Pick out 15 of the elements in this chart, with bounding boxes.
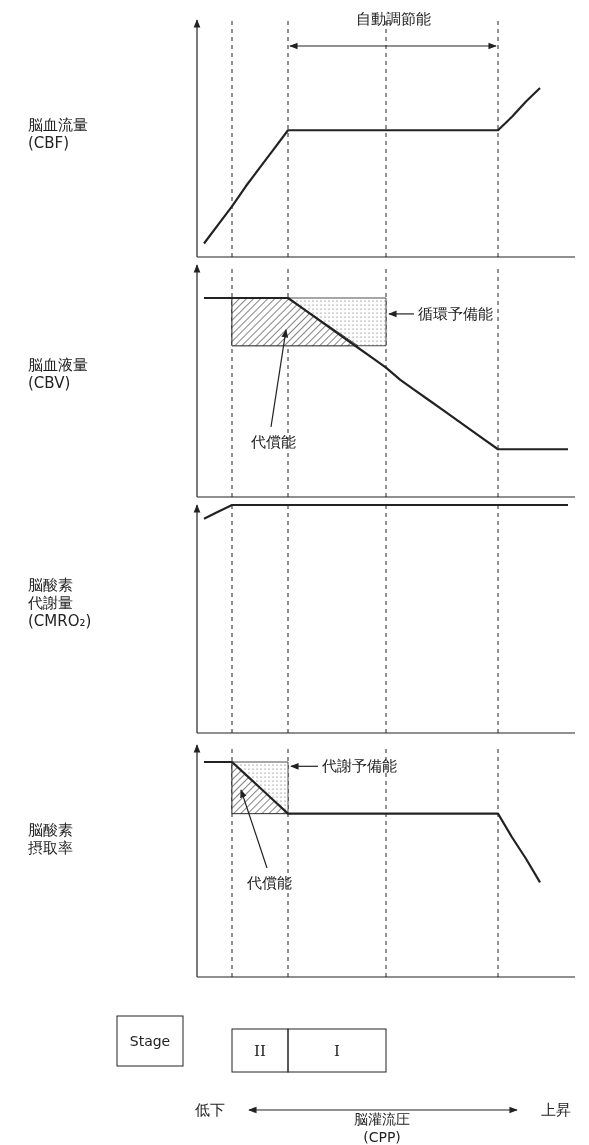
- text: 上昇: [541, 1101, 571, 1119]
- y-axis-title: 脳酸素代謝量 (CMRO₂): [27, 576, 92, 630]
- x-axis-title: 脳灌流圧 (CPP): [354, 1111, 410, 1145]
- y-axis-title: 脳酸素摂取率: [28, 821, 73, 857]
- text: Stage: [129, 1033, 171, 1049]
- y-axis-title: 脳血液量 (CBV): [28, 356, 88, 392]
- annotation: 代償能: [245, 873, 292, 892]
- text: 低下: [195, 1101, 225, 1119]
- text: II: [254, 1042, 266, 1060]
- text: I: [334, 1042, 341, 1060]
- annotation: 代償能: [249, 432, 296, 451]
- annotation: 代謝予備能: [321, 757, 397, 776]
- annotation: 循環予備能: [418, 304, 493, 323]
- text: 自動調節能: [355, 10, 431, 28]
- y-axis-title: 脳血流量 (CBF): [28, 116, 88, 152]
